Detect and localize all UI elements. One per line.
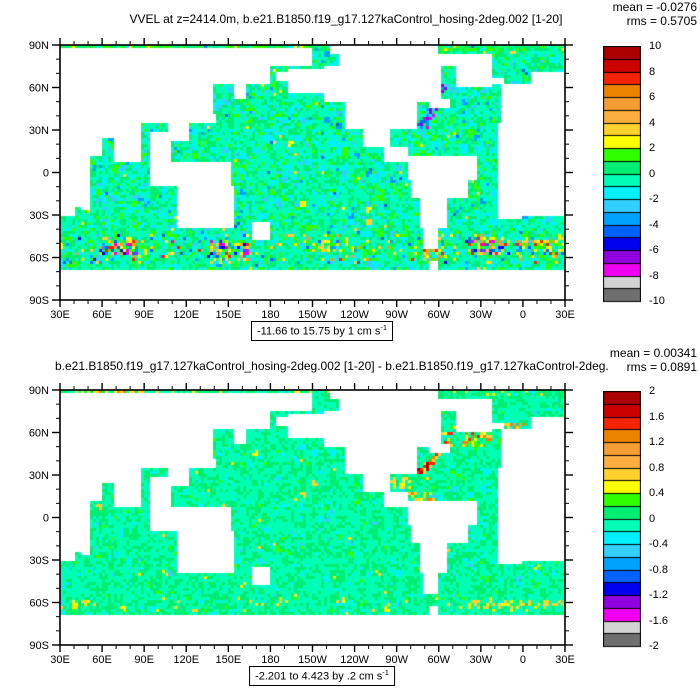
x-tick-label: 60W (427, 654, 450, 666)
x-tick-label: 120E (173, 654, 199, 666)
colorbar-tick-label: -1.6 (649, 614, 668, 627)
colorbar-tick-label: 1.2 (649, 436, 665, 448)
colorbar-swatches (603, 46, 641, 303)
colorbar-tick-label: -1.2 (649, 589, 668, 601)
stats-bottom: mean = 0.00341 rms = 0.0891 (609, 346, 697, 374)
x-tick-label: 90W (385, 654, 408, 666)
colorbar-tick-label: 0.4 (649, 487, 665, 499)
y-tick-label: 30N (29, 470, 49, 482)
y-tick-label: 90S (29, 295, 49, 307)
y-tick-label: 90N (29, 40, 49, 52)
contour-range-caption-bottom: -2.201 to 4.423 by .2 cm s-1 (249, 666, 395, 687)
colorbar-tick-label: 2 (649, 142, 656, 154)
y-tick-label: 0 (43, 168, 49, 180)
x-tick-label: 30E (50, 654, 70, 666)
mean-value-top: mean = -0.0276 (612, 0, 697, 14)
map-canvas-top (60, 45, 565, 300)
colorbar-tick-label: -0.8 (649, 563, 668, 576)
x-tick-label: 150W (298, 654, 327, 666)
colorbar-tick-label: -10 (649, 295, 665, 307)
y-tick-label: 30S (29, 210, 49, 222)
colorbar-tick-label: -6 (649, 244, 659, 256)
x-tick-label: 30W (470, 654, 493, 666)
colorbar-tick-label: 4 (649, 116, 656, 129)
x-tick-label: 0 (520, 309, 526, 321)
caption-text-bottom: -2.201 to 4.423 by .2 cm s (255, 670, 383, 683)
colorbar-tick-label: 8 (649, 65, 656, 78)
y-tick-label: 30N (29, 125, 49, 137)
x-tick-label: 120E (173, 309, 199, 321)
caption-sup-bottom: -1 (382, 668, 389, 677)
colorbar-swatches (603, 391, 641, 648)
colorbar-tick-label: 0.8 (649, 461, 665, 474)
colorbar-tick-label: -2 (649, 193, 659, 205)
x-tick-label: 60E (92, 654, 112, 666)
rms-value-top: rms = 0.5705 (626, 13, 697, 28)
panel-title-top: VVEL at z=2414.0m, b.e21.B1850.f19_g17.1… (129, 12, 563, 26)
x-tick-label: 180 (261, 309, 279, 321)
x-tick-label: 150E (215, 654, 241, 666)
panel-title-bottom: b.e21.B1850.f19_g17.127kaControl_hosing-… (55, 359, 609, 373)
x-tick-label: 120W (340, 654, 369, 666)
x-tick-label: 150E (215, 309, 241, 321)
y-tick-label: 60S (29, 253, 49, 265)
y-tick-label: 60N (29, 83, 49, 95)
colorbar-bottom: 2 1.6 1.2 0.8 0.4 0 -0.4 -0.8 -1.2 -1.6 -2 (603, 386, 700, 652)
colorbar-tick-label: 10 (649, 40, 662, 52)
colorbar-tick-label: -4 (649, 218, 659, 231)
x-tick-label: 90W (385, 309, 408, 321)
colorbar-tick-label: 0 (649, 167, 656, 180)
contour-range-caption-top: -11.66 to 15.75 by 1 cm s-1 (251, 321, 393, 342)
x-tick-label: 90E (134, 309, 154, 321)
colorbar-tick-label: 0 (649, 512, 656, 525)
colorbar-tick-label: -2 (649, 640, 659, 652)
map-canvas-bottom (60, 390, 565, 645)
y-tick-label: 90N (29, 385, 49, 397)
x-tick-label: 30W (470, 309, 493, 321)
colorbar-tick-label: 6 (649, 91, 656, 103)
x-tick-label: 60W (427, 309, 450, 321)
colorbar-tick-label: -8 (649, 269, 659, 282)
colorbar-tick-label: -0.4 (649, 538, 668, 550)
y-tick-label: 60S (29, 598, 49, 610)
x-tick-label: 120W (340, 309, 369, 321)
x-tick-label: 90E (134, 654, 154, 666)
caption-text-top: -11.66 to 15.75 by 1 cm s (257, 325, 381, 338)
x-tick-label: 0 (520, 654, 526, 666)
rms-value-bottom: rms = 0.0891 (626, 359, 697, 374)
caption-sup-top: -1 (380, 323, 387, 332)
y-tick-label: 0 (43, 513, 49, 525)
stats-top: mean = -0.0276 rms = 0.5705 (612, 0, 697, 28)
x-tick-label: 30E (555, 654, 575, 666)
colorbar-tick-label: 1.6 (649, 410, 665, 423)
y-tick-label: 90S (29, 640, 49, 652)
colorbar-top: 10 8 6 4 2 0 -2 -4 -6 -8 -10 (603, 41, 700, 307)
mean-value-bottom: mean = 0.00341 (609, 346, 697, 360)
y-tick-label: 60N (29, 428, 49, 440)
x-tick-label: 30E (555, 309, 575, 321)
y-tick-label: 30S (29, 555, 49, 567)
x-tick-label: 180 (261, 654, 279, 666)
x-tick-label: 150W (298, 309, 327, 321)
colorbar-tick-label: 2 (649, 385, 656, 397)
x-tick-label: 30E (50, 309, 70, 321)
x-tick-label: 60E (92, 309, 112, 321)
